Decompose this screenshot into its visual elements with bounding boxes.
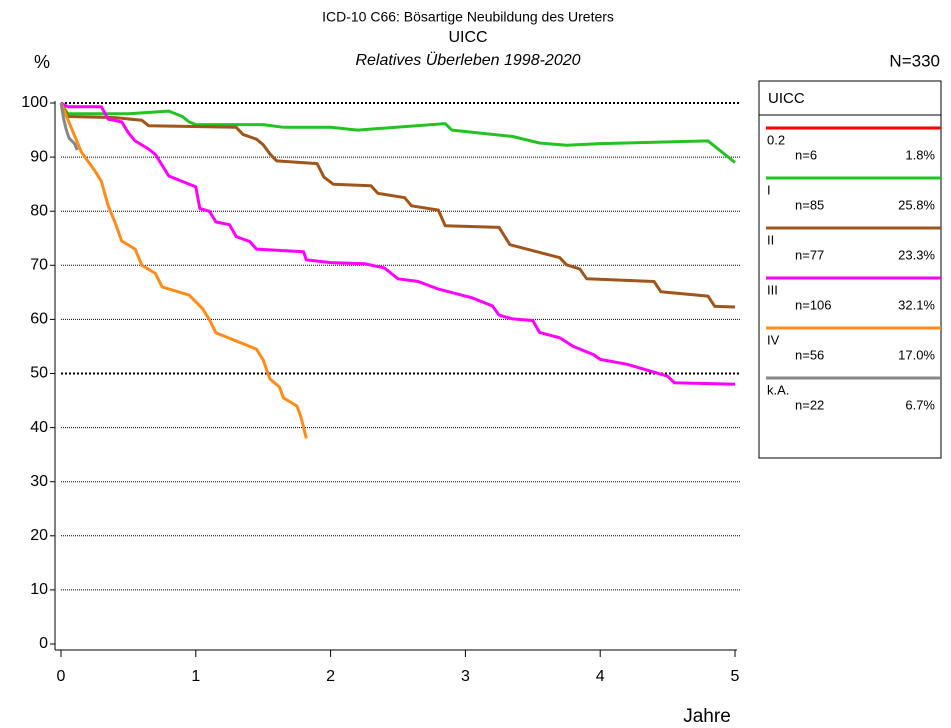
y-tick-label: 60 xyxy=(30,311,48,328)
x-axis-label: Jahre xyxy=(683,706,731,727)
legend-title: UICC xyxy=(768,90,805,107)
y-tick-label: 90 xyxy=(30,148,48,165)
legend-count: n=6 xyxy=(795,147,817,162)
legend-count: n=22 xyxy=(795,397,824,412)
y-tick-label: 0 xyxy=(39,635,48,652)
y-tick-label: 20 xyxy=(30,527,48,544)
legend-label: III xyxy=(767,282,778,297)
legend-box xyxy=(758,80,942,459)
legend-label: 0.2 xyxy=(767,132,785,147)
survival-line xyxy=(59,102,736,309)
legend-share: 6.7% xyxy=(905,397,935,412)
survival-line xyxy=(59,102,736,164)
y-axis-label: % xyxy=(34,52,50,72)
y-tick-label: 50 xyxy=(30,365,48,382)
legend-share: 32.1% xyxy=(898,297,935,312)
y-tick-label: 100 xyxy=(21,94,48,111)
y-tick-label: 70 xyxy=(30,257,48,274)
x-tick-label: 0 xyxy=(57,668,66,685)
legend-count: n=85 xyxy=(795,197,824,212)
x-tick-label: 5 xyxy=(731,668,740,685)
legend-label: II xyxy=(767,232,774,247)
x-tick-label: 4 xyxy=(596,668,605,685)
chart-caption: Relatives Überleben 1998-2020 xyxy=(355,51,580,69)
y-tick-label: 80 xyxy=(30,202,48,219)
legend-share: 25.8% xyxy=(898,197,935,212)
total-label: N=330 xyxy=(889,51,940,70)
chart-title: ICD-10 C66: Bösartige Neubildung des Ure… xyxy=(322,9,614,25)
legend-label: IV xyxy=(767,332,780,347)
y-tick-label: 10 xyxy=(30,581,48,598)
x-tick-label: 2 xyxy=(326,668,335,685)
legend-count: n=77 xyxy=(795,247,824,262)
legend-share: 23.3% xyxy=(898,247,935,262)
y-tick-label: 30 xyxy=(30,473,48,490)
x-tick-label: 3 xyxy=(461,668,470,685)
survival-line xyxy=(60,101,736,386)
chart-subtitle: UICC xyxy=(448,29,487,46)
legend-label: I xyxy=(767,182,771,197)
survival-line xyxy=(59,102,308,439)
x-tick-label: 1 xyxy=(191,668,200,685)
legend-share: 17.0% xyxy=(898,347,935,362)
legend-label: k.A. xyxy=(767,382,789,397)
survival-line xyxy=(59,102,79,151)
legend-count: n=106 xyxy=(795,297,832,312)
legend-share: 1.8% xyxy=(905,147,935,162)
y-tick-label: 40 xyxy=(30,419,48,436)
legend-count: n=56 xyxy=(795,347,824,362)
